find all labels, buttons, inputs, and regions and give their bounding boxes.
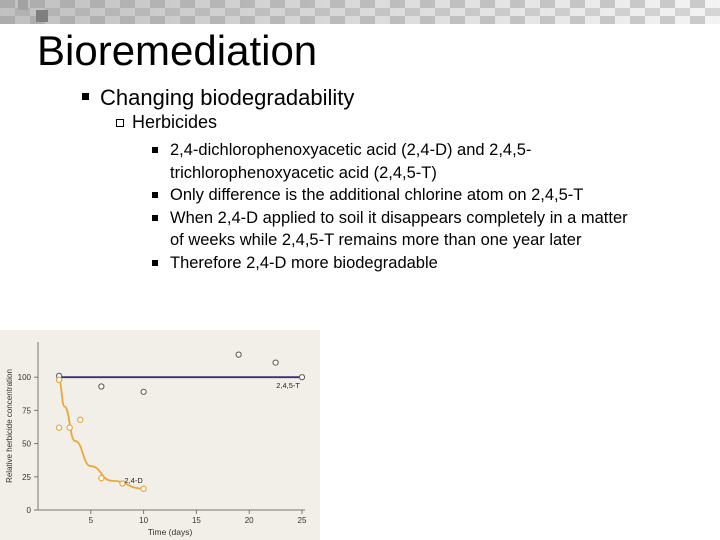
series-label-24d: 2,4-D: [124, 476, 143, 485]
data-point-24d: [140, 485, 147, 492]
bullet-text: Changing biodegradability: [100, 85, 355, 110]
x-tick-label: 25: [298, 516, 307, 525]
small-square-bullet-icon: [152, 259, 158, 266]
point-text: Therefore 2,4-D more biodegradable: [170, 253, 438, 272]
data-point-245t: [272, 359, 279, 366]
data-point-24d: [66, 424, 73, 431]
x-axis-title: Time (days): [148, 527, 193, 537]
y-tick-label: 0: [27, 506, 32, 515]
data-point-245t: [298, 374, 306, 381]
square-bullet-icon: [82, 93, 89, 100]
x-tick-label: 10: [139, 516, 148, 525]
y-tick-label: 50: [22, 440, 31, 449]
data-point-24d: [55, 424, 63, 431]
x-tick-label: 5: [89, 516, 94, 525]
title-banner: [0, 0, 720, 24]
x-tick-label: 20: [245, 516, 254, 525]
data-point-245t: [235, 351, 242, 358]
point-item: Therefore 2,4-D more biodegradable: [152, 252, 632, 275]
chart-background: [0, 330, 320, 540]
small-square-bullet-icon: [152, 192, 158, 198]
series-label-245t: 2,4,5-T: [276, 381, 300, 390]
y-axis-title: Relative herbicide concentration: [5, 369, 14, 483]
point-text: 2,4-dichlorophenoxyacetic acid (2,4-D) a…: [170, 141, 532, 182]
series-curve-24d: [58, 380, 144, 490]
small-square-bullet-icon: [152, 147, 158, 153]
y-tick-label: 25: [22, 473, 31, 482]
herbicide-decay-chart: 5 10 15 20 25 0 25 50 75 100 2,4,5-T 2,4-D Time (d…: [0, 330, 320, 540]
data-point-245t: [98, 383, 105, 390]
herbicide-points: 2,4-dichlorophenoxyacetic acid (2,4-D) a…: [152, 139, 632, 274]
point-text: Only difference is the additional chlori…: [170, 186, 584, 204]
point-text: When 2,4-D applied to soil it disappears…: [170, 208, 628, 250]
data-point-245t: [140, 388, 147, 395]
data-point-24d: [98, 474, 105, 482]
y-tick-label: 100: [18, 373, 32, 382]
data-point-24d: [119, 480, 126, 487]
bullet-text: Herbicides: [132, 112, 218, 132]
data-point-24d: [55, 376, 63, 384]
point-item: When 2,4-D applied to soil it disappears…: [152, 207, 632, 252]
data-point-24d: [77, 416, 84, 423]
point-item: 2,4-dichlorophenoxyacetic acid (2,4-D) a…: [152, 139, 632, 184]
point-item: Only difference is the additional chlori…: [152, 184, 632, 207]
x-tick-label: 15: [192, 516, 201, 525]
hollow-square-bullet-icon: [116, 119, 124, 127]
slide-title: Bioremediation: [37, 27, 318, 74]
y-tick-label: 75: [22, 406, 31, 415]
small-square-bullet-icon: [152, 214, 158, 221]
